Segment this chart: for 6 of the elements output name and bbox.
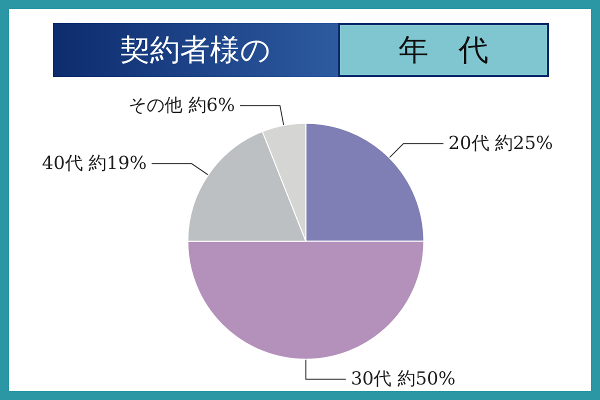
chart-title: 契約者様の	[53, 23, 338, 77]
slice-label: 40代 約19%	[42, 153, 147, 174]
chart-subtitle: 年 代	[338, 23, 549, 77]
slice-label: 30代 約50%	[350, 368, 456, 390]
slice-label: 20代 約25%	[448, 133, 554, 154]
slice-label: その他 約6%	[128, 95, 235, 116]
